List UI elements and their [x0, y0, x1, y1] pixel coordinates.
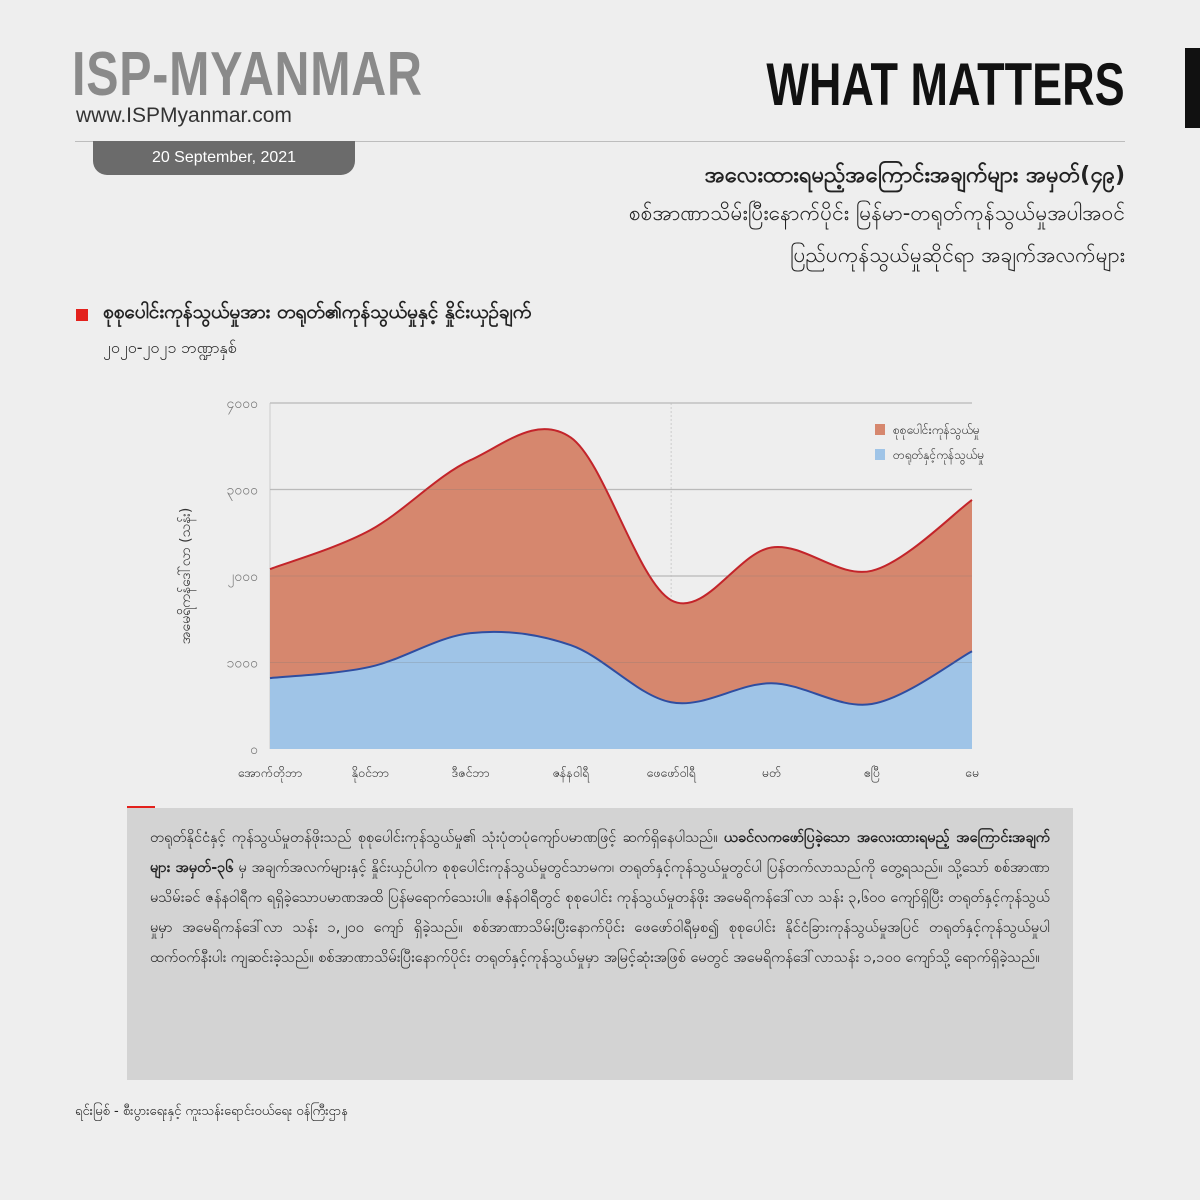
x-tick-label: မေ	[965, 765, 979, 780]
x-tick-label: မတ်	[762, 765, 782, 780]
china-trade-area	[270, 631, 972, 749]
chart-subtitle: ၂၀၂၀-၂၀၂၁ ဘဏ္ဍာနှစ်	[103, 338, 237, 357]
date-badge: 20 September, 2021	[93, 141, 355, 175]
summary-text-part2: မှ အချက်အလက်များနှင့် နှိုင်းယှဉ်ပါက စုစ…	[150, 860, 1051, 966]
decorative-bar	[1185, 48, 1200, 128]
page-subtitle-line1: စစ်အာဏာသိမ်းပြီးနောက်ပိုင်း မြန်မာ-တရုတ်…	[628, 201, 1125, 225]
y-tick-label: ၃၀၀၀	[227, 483, 259, 501]
area-chart: ၀ ၁၀၀၀ ၂၀၀၀ ၃၀၀၀ ၄၀၀၀ အောက်တိုဘာ နိုဝင်ဘာ ဒီဇင…	[178, 396, 984, 783]
legend-swatch-china-trade	[875, 449, 885, 460]
legend-label-total-trade: စုစုပေါင်းကုန်သွယ်မှု	[893, 422, 980, 440]
summary-box	[127, 808, 1073, 1080]
summary-text-part1: တရုတ်နိုင်ငံနှင့် ကုန်သွယ်မှုတန်ဖိုးသည် …	[150, 830, 724, 846]
x-tick-label: ဧပြီ	[864, 765, 880, 783]
summary-text: တရုတ်နိုင်ငံနှင့် ကုန်သွယ်မှုတန်ဖိုးသည် …	[150, 823, 1050, 973]
x-tick-label: ဖေဖော်ဝါရီ	[646, 765, 696, 783]
source-note: ရင်းမြစ် - စီးပွားရေးနှင့် ကူးသန်းရောင်း…	[75, 1104, 348, 1119]
legend-swatch-total-trade	[875, 424, 885, 435]
total-trade-line	[269, 428, 973, 605]
isp-myanmar-logo: ISP-MYANMAR	[72, 40, 423, 109]
legend-label-china-trade: တရုတ်နှင့်ကုန်သွယ်မှု	[893, 447, 984, 465]
china-trade-line	[269, 630, 973, 706]
y-tick-label: ၄၀၀၀	[227, 396, 259, 414]
page-title: အလေးထားရမည့်အကြောင်းအချက်များ အမှတ်(၄၉)	[704, 163, 1125, 188]
x-tick-label: နိုဝင်ဘာ	[351, 765, 389, 783]
chart-title: စုစုပေါင်းကုန်သွယ်မှုအား တရုတ်၏ကုန်သွယ်မ…	[103, 301, 532, 323]
section-marker	[76, 309, 88, 321]
y-tick-label: ၀	[250, 742, 258, 758]
page-subtitle-line2: ပြည်ပကုန်သွယ်မှုဆိုင်ရာ အချက်အလက်များ	[790, 243, 1125, 267]
summary-text-bold: ယခင်လကဖော်ပြခဲ့သော အလေးထားရမည့် အကြောင်း…	[150, 830, 1050, 876]
website-link[interactable]: www.ISPMyanmar.com	[76, 104, 292, 127]
x-tick-label: အောက်တိုဘာ	[238, 765, 303, 783]
series-name: WHAT MATTERS	[766, 51, 1125, 118]
x-tick-label: ဒီဇင်ဘာ	[452, 765, 490, 780]
y-tick-label: ၁၀၀၀	[227, 656, 259, 672]
header-divider	[75, 141, 1125, 142]
y-axis-label: အမေရိကန်ဒေါ်လာ (သန်း)	[178, 508, 196, 645]
y-tick-label: ၂၀၀၀	[227, 569, 258, 587]
x-tick-label: ဇန်နဝါရီ	[552, 765, 590, 783]
